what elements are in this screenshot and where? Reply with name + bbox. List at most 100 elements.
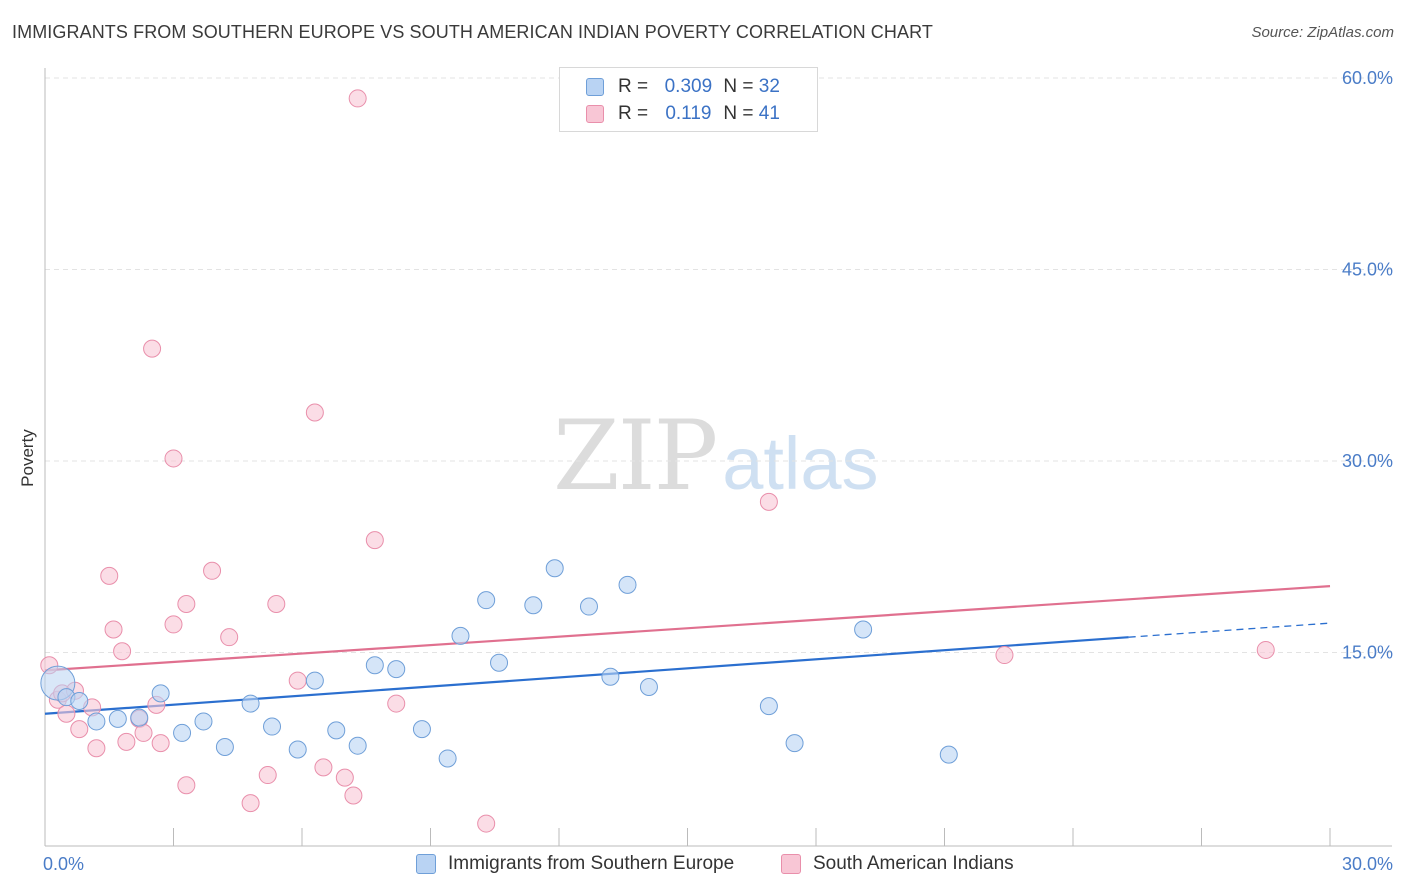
chart-title: IMMIGRANTS FROM SOUTHERN EUROPE VS SOUTH… — [12, 22, 933, 42]
data-point-south-american-indians — [164, 615, 183, 634]
data-point-immigrants-southern-europe — [939, 745, 958, 764]
legend-r-label: R = — [618, 76, 649, 97]
data-point-south-american-indians — [100, 566, 119, 585]
data-point-immigrants-southern-europe — [639, 677, 658, 696]
trend-line-south-american-indians — [44, 585, 1331, 672]
data-point-south-american-indians — [177, 594, 196, 613]
bottom-legend-swatch-blue — [416, 854, 436, 874]
data-point-south-american-indians — [344, 786, 363, 805]
legend-n-value: 41 — [758, 103, 780, 124]
data-point-south-american-indians — [288, 671, 307, 690]
data-point-immigrants-southern-europe — [759, 697, 778, 716]
legend-r-label: R = — [618, 103, 649, 124]
y-axis-label: Poverty — [18, 429, 37, 487]
data-point-south-american-indians — [87, 739, 106, 758]
trend-line-immigrants-southern-europe — [44, 636, 1129, 715]
data-point-immigrants-southern-europe — [601, 667, 620, 686]
data-point-south-american-indians — [1256, 640, 1275, 659]
bottom-legend-blue: Immigrants from Southern Europe — [416, 851, 734, 877]
data-point-south-american-indians — [70, 720, 89, 739]
data-point-south-american-indians — [220, 628, 239, 647]
axes — [44, 68, 1392, 847]
legend-row-pink: R = 0.119 N = 41 — [586, 102, 780, 126]
data-point-immigrants-southern-europe — [263, 717, 282, 736]
data-point-immigrants-southern-europe — [241, 694, 260, 713]
data-point-immigrants-southern-europe — [618, 575, 637, 594]
data-point-immigrants-southern-europe — [194, 712, 213, 731]
data-point-south-american-indians — [267, 594, 286, 613]
data-point-south-american-indians — [365, 531, 384, 550]
data-point-south-american-indians — [348, 89, 367, 108]
watermark-zip: ZIP — [553, 400, 718, 512]
data-point-immigrants-southern-europe — [579, 597, 598, 616]
data-point-immigrants-southern-europe — [438, 749, 457, 768]
legend-n-label: N = — [723, 76, 754, 97]
data-point-immigrants-southern-europe — [173, 723, 192, 742]
y-tick-label: 60.0% — [1342, 68, 1393, 88]
data-point-immigrants-southern-europe — [130, 708, 149, 727]
data-point-immigrants-southern-europe — [108, 709, 127, 728]
y-tick-label: 45.0% — [1342, 260, 1393, 280]
watermark-atlas: atlas — [722, 422, 879, 505]
x-tick-label: 30.0% — [1342, 854, 1393, 874]
bottom-legend-label-blue: Immigrants from Southern Europe — [448, 853, 735, 874]
data-point-immigrants-southern-europe — [87, 712, 106, 731]
data-point-south-american-indians — [477, 814, 496, 833]
grid-lines — [45, 77, 1392, 653]
data-points — [40, 89, 1275, 833]
y-tick-label: 15.0% — [1342, 643, 1393, 663]
bottom-legend-swatch-pink — [781, 854, 801, 874]
correlation-legend: R = 0.309 N = 32 R = 0.119 N = 41 — [559, 67, 818, 132]
data-point-south-american-indians — [258, 766, 277, 785]
data-point-immigrants-southern-europe — [854, 620, 873, 639]
watermark: ZIPatlas — [553, 400, 879, 512]
x-tick-label: 0.0% — [43, 854, 84, 874]
data-point-south-american-indians — [995, 646, 1014, 665]
data-point-immigrants-southern-europe — [305, 671, 324, 690]
data-point-south-american-indians — [104, 620, 123, 639]
data-point-immigrants-southern-europe — [215, 737, 234, 756]
y-tick-label: 30.0% — [1342, 451, 1393, 471]
legend-swatch-pink — [586, 105, 604, 123]
data-point-south-american-indians — [203, 561, 222, 580]
bottom-legend-label-pink: South American Indians — [813, 853, 1014, 874]
data-point-immigrants-southern-europe — [477, 591, 496, 610]
legend-n-value: 32 — [758, 76, 780, 97]
data-point-immigrants-southern-europe — [490, 653, 509, 672]
data-point-immigrants-southern-europe — [327, 721, 346, 740]
data-point-immigrants-southern-europe — [451, 626, 470, 645]
data-point-immigrants-southern-europe — [365, 656, 384, 675]
data-point-south-american-indians — [314, 758, 333, 777]
legend-row-blue: R = 0.309 N = 32 — [586, 75, 780, 99]
data-point-immigrants-southern-europe — [288, 740, 307, 759]
data-point-immigrants-southern-europe — [387, 660, 406, 679]
legend-r-value: 0.119 — [665, 103, 712, 124]
data-point-immigrants-southern-europe — [785, 734, 804, 753]
data-point-south-american-indians — [305, 403, 324, 422]
legend-r-value: 0.309 — [664, 76, 713, 97]
trend-line-extension-immigrants-southern-europe — [1128, 622, 1331, 638]
tick-labels: 15.0% 30.0% 45.0% 60.0% 0.0% 30.0% Poverty — [18, 68, 1393, 874]
data-point-south-american-indians — [164, 449, 183, 468]
data-point-south-american-indians — [57, 704, 76, 723]
trend-lines — [44, 585, 1331, 715]
legend-n-label: N = — [723, 103, 754, 124]
data-point-immigrants-southern-europe — [348, 736, 367, 755]
data-point-immigrants-southern-europe — [70, 692, 89, 711]
data-point-south-american-indians — [117, 732, 136, 751]
data-point-immigrants-southern-europe — [545, 559, 564, 578]
bottom-legend-pink: South American Indians — [781, 851, 1014, 877]
legend-swatch-blue — [586, 78, 604, 96]
data-point-immigrants-southern-europe — [412, 720, 431, 739]
data-point-immigrants-southern-europe — [151, 684, 170, 703]
data-point-south-american-indians — [134, 723, 153, 742]
chart-source: Source: ZipAtlas.com — [1251, 24, 1394, 41]
data-point-south-american-indians — [143, 339, 162, 358]
data-point-south-american-indians — [335, 768, 354, 787]
data-point-south-american-indians — [387, 694, 406, 713]
data-point-south-american-indians — [113, 642, 132, 661]
data-point-south-american-indians — [759, 492, 778, 511]
data-point-south-american-indians — [241, 794, 260, 813]
data-point-south-american-indians — [177, 776, 196, 795]
